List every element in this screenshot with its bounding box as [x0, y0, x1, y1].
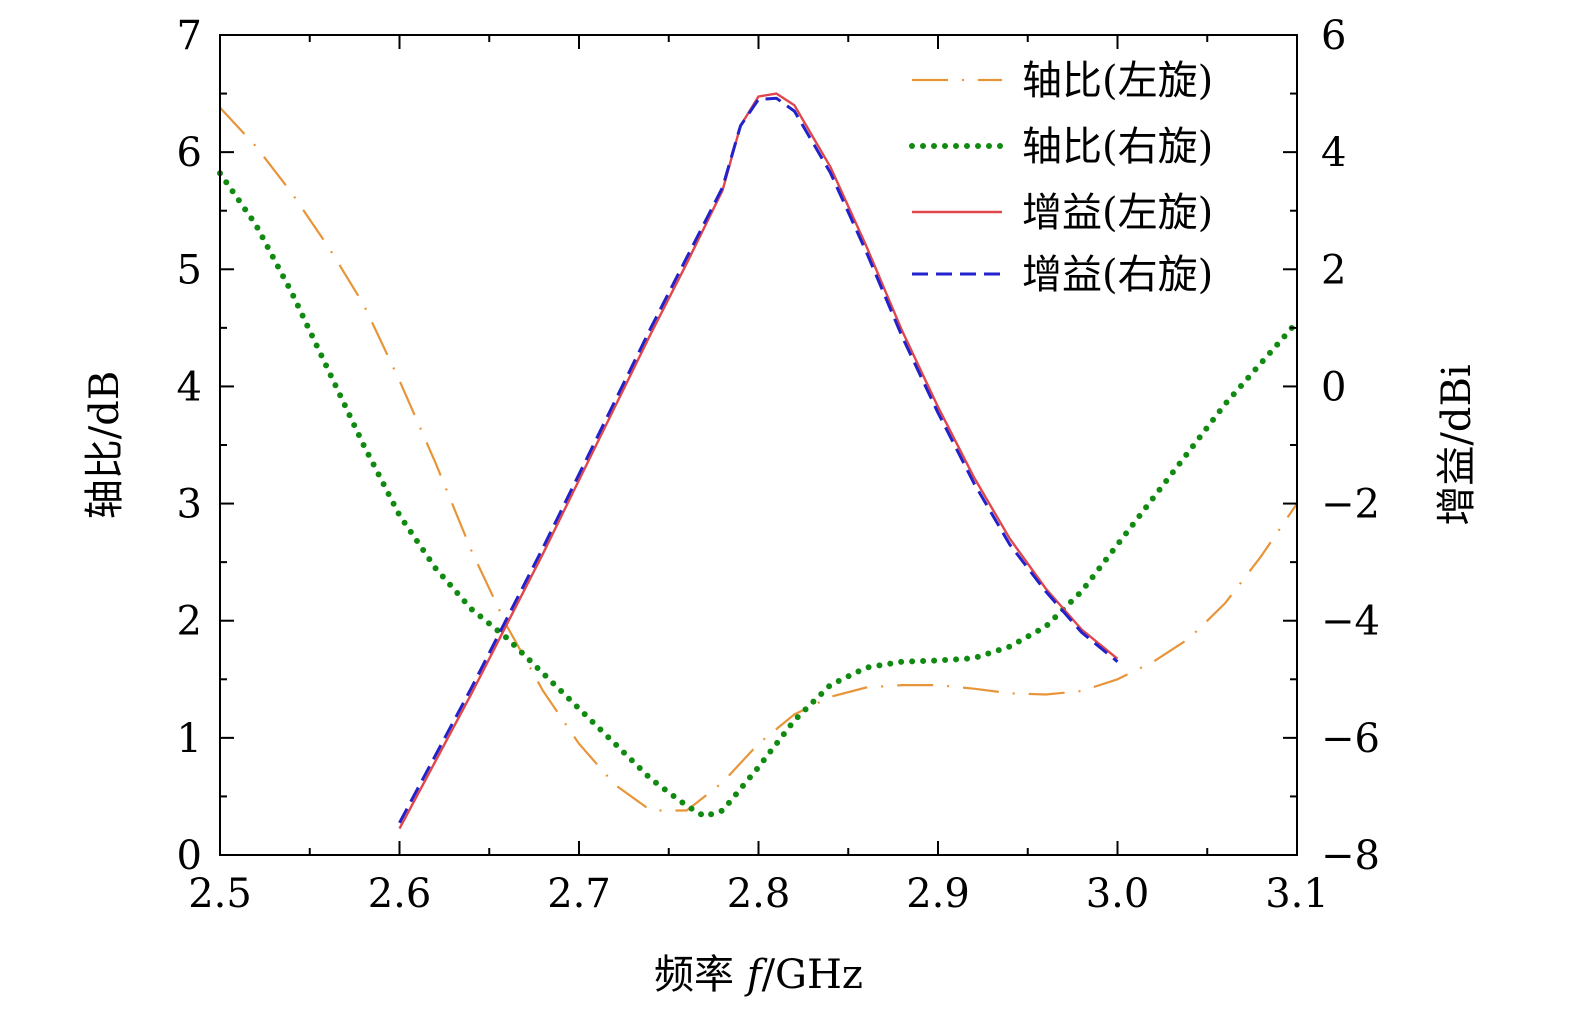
y-left-tick-label: 3	[177, 482, 202, 528]
y-left-axis-title: 轴比/dB	[82, 371, 128, 519]
y-right-tick-label: 2	[1321, 247, 1346, 293]
series-line-4	[398, 96, 1119, 824]
x-axis-title: 频率 f/GHz	[654, 952, 863, 998]
y-right-tick-label: 4	[1321, 130, 1346, 176]
legend-label-3: 增益(左旋)	[1022, 190, 1213, 236]
y-left-tick-label: 0	[177, 833, 202, 879]
x-tick-label: 2.5	[188, 871, 252, 917]
plot-area	[217, 92, 1300, 830]
axes: 2.5 2.6 2.7 2.8 2.9 3.0 3.1 0 1 2 3 4 5 6 7 −8 −6 −4 −2 0 2 4…	[82, 13, 1480, 998]
y-right-tick-label: 6	[1321, 13, 1346, 59]
y-right-tick-label: 0	[1321, 364, 1346, 410]
y-right-tick-label: −2	[1321, 482, 1380, 528]
x-tick-label: 3.0	[1086, 871, 1150, 917]
x-tick-label: 2.8	[727, 871, 791, 917]
y-left-tick-label: 5	[177, 247, 202, 293]
y-left-tick-label: 6	[177, 130, 202, 176]
x-tick-label: 3.1	[1265, 871, 1329, 917]
y-right-tick-label: −6	[1321, 716, 1380, 762]
legend-label-4: 增益(右旋)	[1022, 252, 1213, 298]
y-left-tick-label: 2	[177, 599, 202, 645]
y-left-tick-label: 4	[177, 364, 202, 410]
x-tick-label: 2.9	[906, 871, 970, 917]
legend: 轴比(左旋) 轴比(右旋) 增益(左旋) 增益(右旋)	[909, 58, 1213, 298]
y-left-tick-label: 1	[177, 716, 202, 762]
y-right-tick-label: −4	[1321, 599, 1380, 645]
y-right-tick-label: −8	[1321, 833, 1380, 879]
series-line-1	[219, 106, 1298, 812]
legend-label-1: 轴比(左旋)	[1022, 58, 1213, 104]
x-tick-label: 2.7	[547, 871, 611, 917]
y-left-tick-label: 7	[177, 13, 202, 59]
legend-label-2: 轴比(右旋)	[1022, 124, 1213, 170]
x-tick-label: 2.6	[368, 871, 432, 917]
series-line-2	[217, 170, 1300, 820]
y-right-axis-title: 增益/dBi	[1434, 364, 1480, 525]
series-line-3	[398, 92, 1119, 830]
